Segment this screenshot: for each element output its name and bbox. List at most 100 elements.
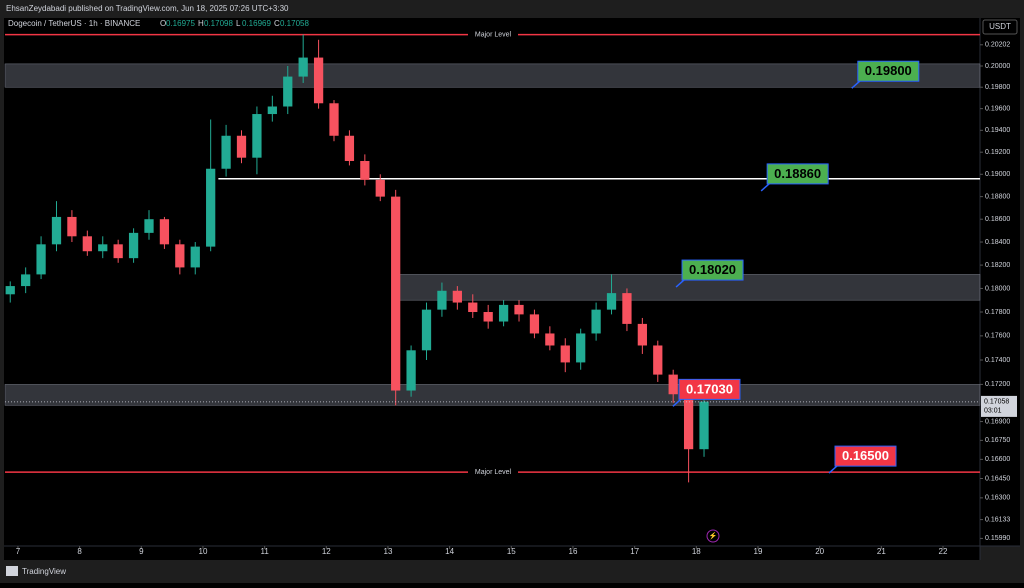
candle-body	[144, 219, 154, 233]
candle-body	[591, 309, 601, 334]
ohlc-value: 0.17058	[280, 19, 309, 28]
candle-body	[283, 76, 293, 107]
x-tick-label: 16	[569, 547, 578, 556]
x-tick-label: 21	[877, 547, 886, 556]
candle-body	[128, 232, 139, 259]
ohlc-key: H	[198, 19, 204, 28]
brand: TradingView	[22, 567, 66, 576]
alert-glyph: ⚡	[709, 531, 718, 540]
candle-body	[421, 309, 432, 351]
publisher: EhsanZeydabadi published on TradingView.…	[6, 4, 289, 13]
ohlc-value: 0.17098	[204, 19, 233, 28]
candle-body	[483, 312, 493, 322]
zone	[4, 63, 981, 88]
x-tick-label: 22	[939, 547, 948, 556]
candle-body	[82, 236, 92, 252]
ohlc-value: 0.16969	[242, 19, 271, 28]
candle-body	[375, 179, 385, 197]
candle-body	[344, 135, 355, 161]
candle-body	[159, 219, 170, 245]
y-tick-label: 0.16900	[985, 418, 1010, 425]
y-tick-label: 0.16750	[985, 437, 1010, 444]
candle-body	[298, 57, 308, 77]
candle-body	[437, 290, 447, 310]
last-price-box	[981, 395, 1017, 417]
level-label-bg	[468, 467, 518, 478]
x-tick-label: 20	[815, 547, 824, 556]
symbol: Dogecoin / TetherUS · 1h · BINANCE	[8, 19, 140, 28]
ohlc-value: 0.16975	[166, 19, 195, 28]
candle-body	[206, 168, 216, 247]
candle-body	[21, 274, 31, 287]
x-tick-label: 18	[692, 547, 701, 556]
candle-body	[5, 286, 15, 295]
candle-body	[622, 293, 632, 324]
price-axis	[980, 18, 1020, 546]
logo	[6, 566, 18, 576]
candle-body	[51, 216, 62, 245]
y-tick-label: 0.19200	[985, 149, 1010, 156]
y-tick-label: 0.19400	[985, 127, 1010, 134]
y-tick-label: 0.18000	[985, 285, 1010, 292]
annotation-box	[766, 163, 829, 185]
y-tick-label: 0.18400	[985, 239, 1010, 246]
y-tick-label: 0.20202	[985, 42, 1010, 49]
level-label-bg	[468, 29, 518, 40]
y-tick-label: 0.19600	[985, 105, 1010, 112]
candle-body	[498, 304, 509, 322]
annotation-box	[857, 60, 920, 82]
y-tick-label: 0.18200	[985, 262, 1010, 269]
x-tick-label: 9	[139, 547, 144, 556]
x-tick-label: 7	[16, 547, 21, 556]
x-tick-label: 17	[630, 547, 639, 556]
y-tick-label: 0.19000	[985, 171, 1010, 178]
candle-body	[236, 135, 247, 158]
y-tick-label: 0.16133	[985, 516, 1010, 523]
candle-body	[529, 314, 540, 334]
annotation-box	[681, 259, 744, 281]
annotation-label: 0.16500	[842, 448, 889, 463]
candle-body	[637, 323, 647, 346]
candle-body	[175, 244, 185, 268]
candle-body	[468, 302, 478, 313]
annotation-label: 0.17030	[686, 381, 733, 396]
candle-body	[683, 394, 694, 450]
currency-box	[982, 19, 1018, 35]
candle-body	[98, 244, 108, 252]
currency[interactable]: USDT	[989, 22, 1011, 31]
candle-body	[406, 350, 416, 391]
y-tick-label: 0.17200	[985, 381, 1010, 388]
x-tick-label: 11	[260, 547, 269, 556]
candle-body	[514, 304, 524, 315]
ohlc-key: C	[274, 19, 280, 28]
x-tick-label: 12	[322, 547, 331, 556]
annotation-box	[678, 378, 741, 400]
alert-icon[interactable]	[706, 529, 720, 543]
candle-body	[576, 333, 586, 363]
y-tick-label: 0.18800	[985, 193, 1010, 200]
y-tick-label: 0.19800	[985, 84, 1010, 91]
y-tick-label: 0.18600	[985, 216, 1010, 223]
candle-body	[36, 244, 46, 275]
y-tick-label: 0.15990	[985, 535, 1010, 542]
candle-body	[699, 401, 709, 450]
ohlc-key: O	[160, 19, 166, 28]
candle-body	[113, 244, 123, 259]
ohlc-key: L	[236, 19, 241, 28]
candle-body	[313, 57, 324, 104]
y-tick-label: 0.16300	[985, 495, 1010, 502]
candle-body	[190, 246, 200, 268]
candle-body	[221, 135, 231, 169]
y-tick-label: 0.17600	[985, 333, 1010, 340]
y-tick-label: 0.17800	[985, 309, 1010, 316]
y-tick-label: 0.16450	[985, 475, 1010, 482]
candle-body	[560, 345, 570, 363]
annotation-label: 0.19800	[865, 63, 912, 78]
y-tick-label: 0.20000	[985, 63, 1010, 70]
candle-body	[606, 293, 617, 310]
candle-body	[452, 290, 462, 303]
candle-body	[668, 374, 678, 395]
y-tick-label: 0.16600	[985, 456, 1010, 463]
